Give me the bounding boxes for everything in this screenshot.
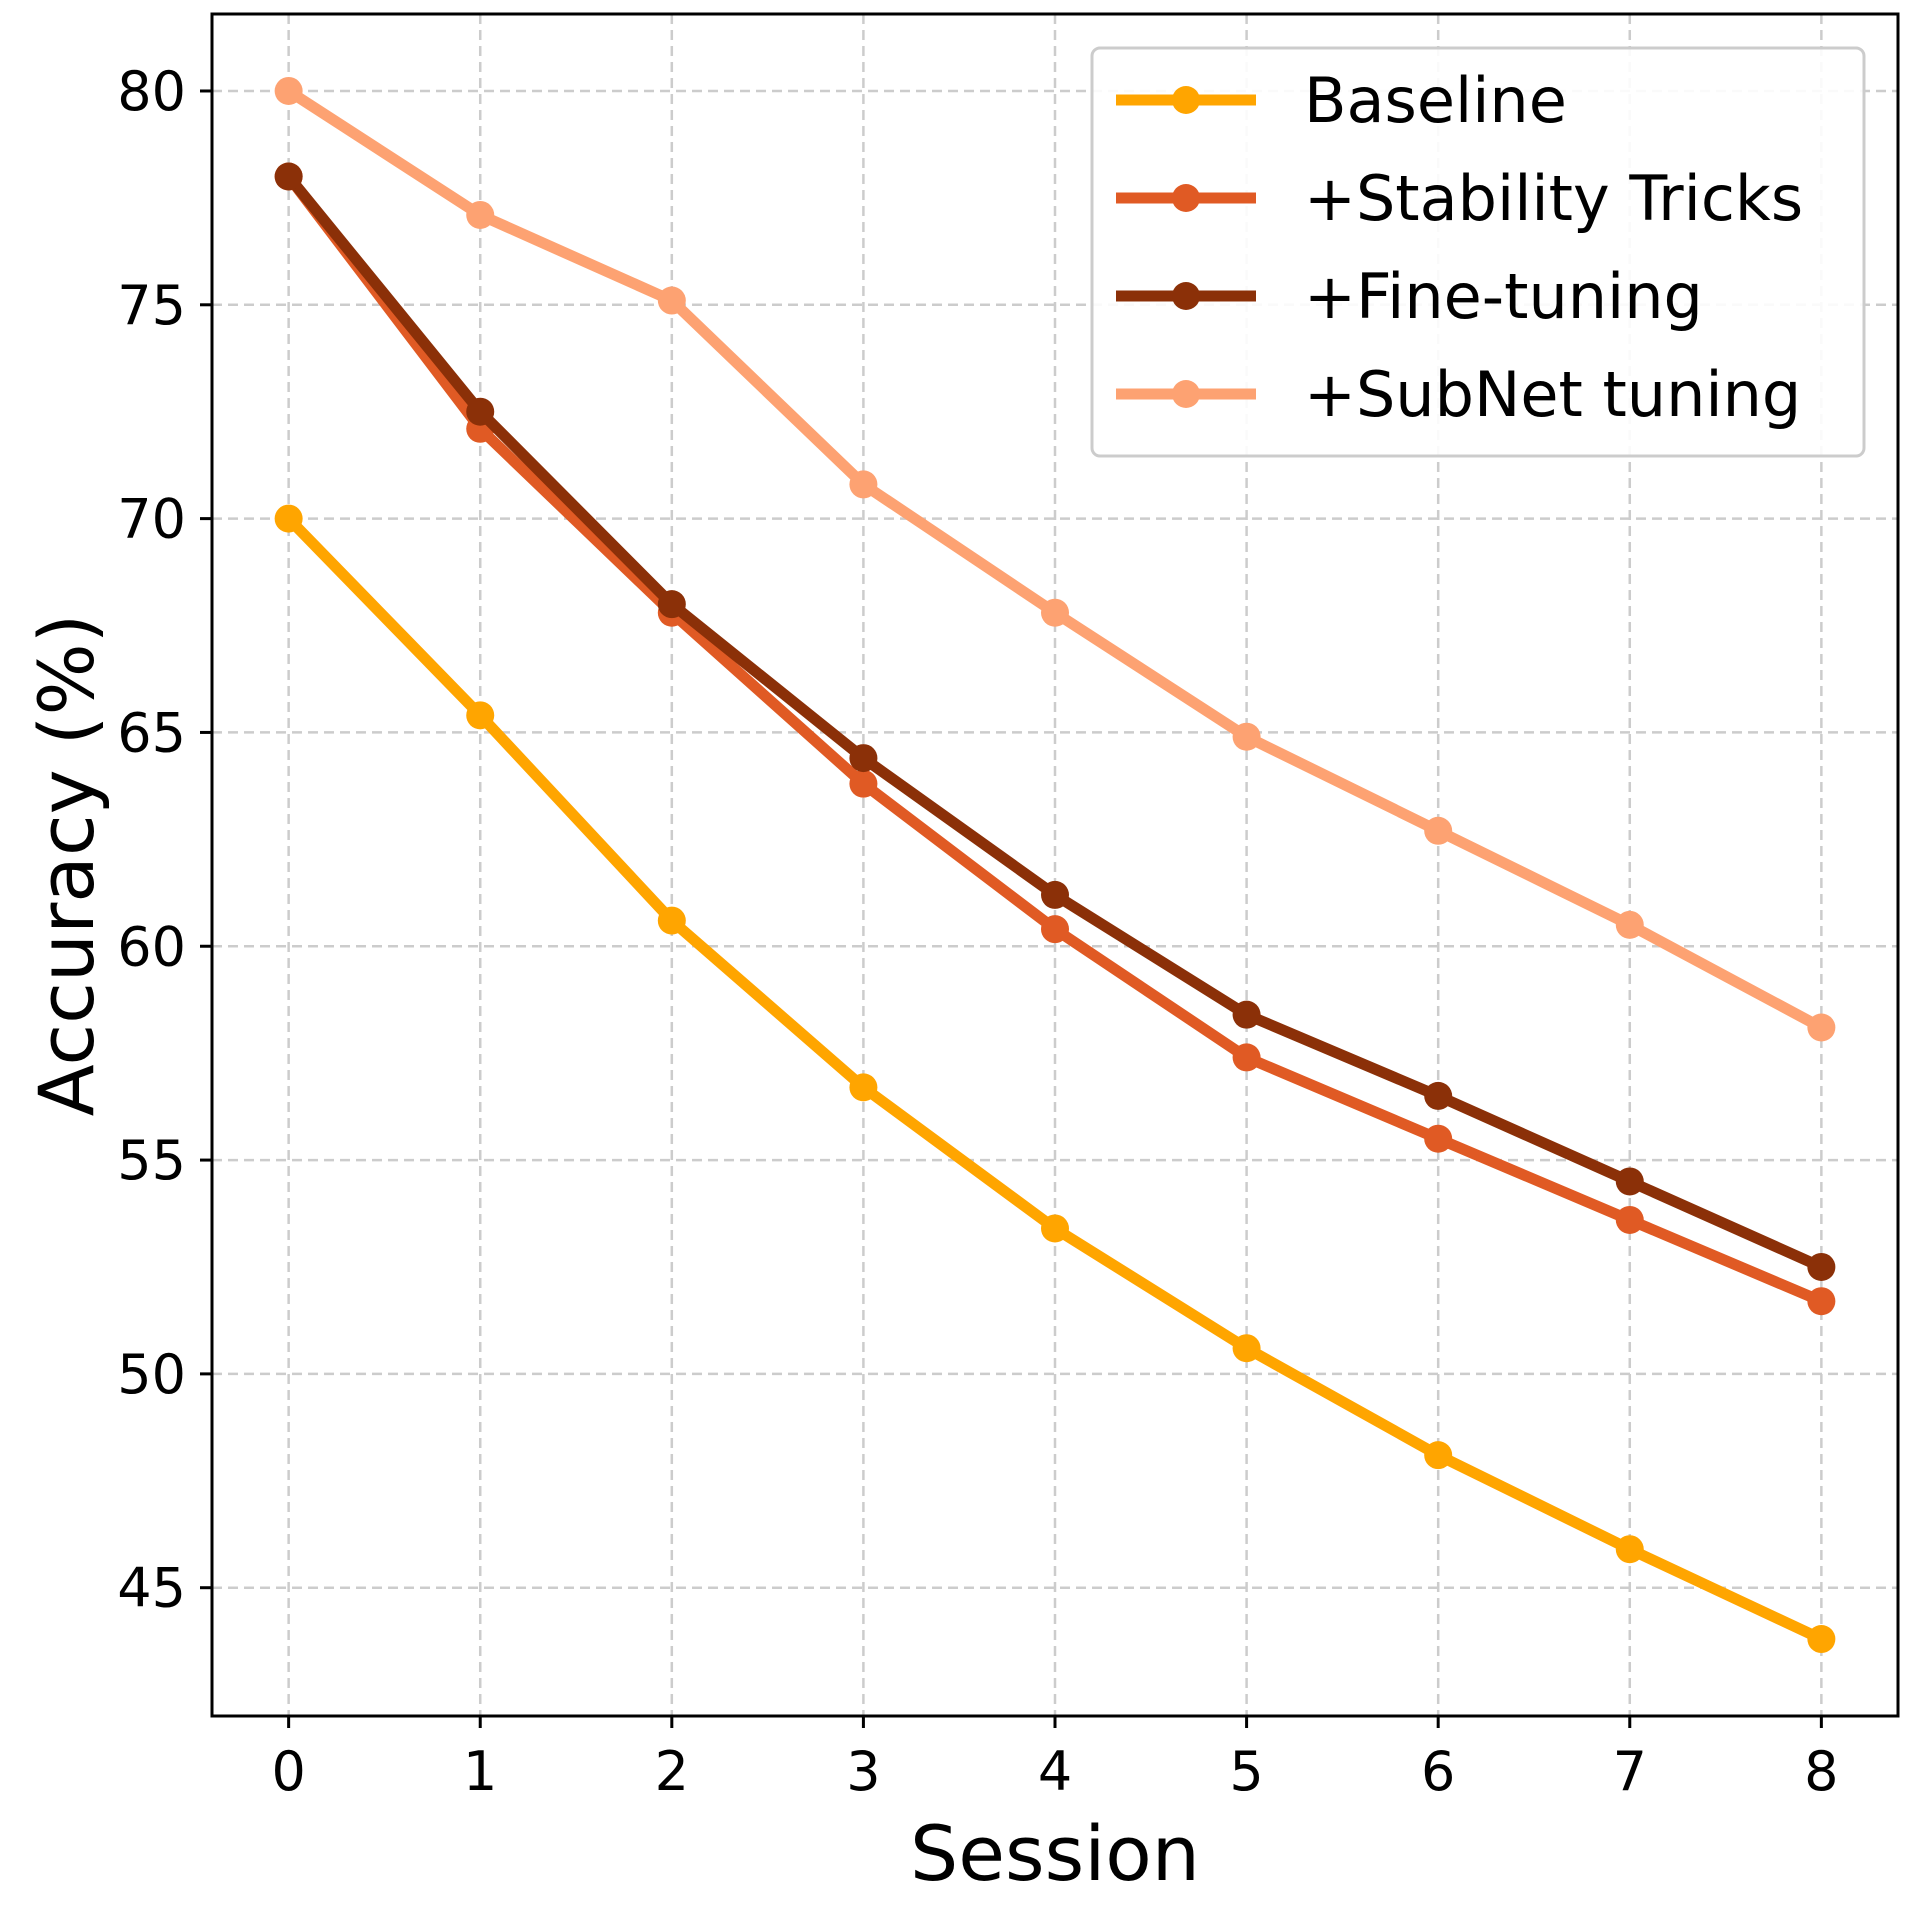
data-point: [849, 470, 878, 499]
x-tick-label: 0: [271, 1740, 305, 1803]
data-point: [274, 76, 303, 105]
data-point: [1424, 816, 1453, 845]
y-tick-label: 70: [117, 488, 186, 551]
legend-box: [1090, 46, 1866, 458]
legend-swatch-marker: [1172, 282, 1200, 310]
data-point: [274, 162, 303, 191]
data-point: [1424, 1081, 1453, 1110]
legend-label: Baseline: [1304, 64, 1567, 137]
data-point: [1232, 722, 1261, 751]
y-tick-label: 45: [117, 1557, 186, 1620]
data-point: [1807, 1625, 1836, 1654]
data-point: [1232, 1000, 1261, 1029]
data-point: [657, 286, 686, 315]
data-point: [849, 769, 878, 798]
data-point: [1615, 1535, 1644, 1564]
data-point: [1615, 910, 1644, 939]
data-point: [849, 1073, 878, 1102]
legend: Baseline +Stability Tricks +Fine-tuning +Su…: [1090, 46, 1866, 458]
data-point: [466, 200, 495, 229]
data-point: [1615, 1167, 1644, 1196]
data-point: [1807, 1013, 1836, 1042]
y-tick-label: 60: [117, 915, 186, 978]
data-point: [1807, 1287, 1836, 1316]
data-point: [849, 744, 878, 773]
data-point: [466, 701, 495, 730]
x-tick-label: 2: [655, 1740, 689, 1803]
x-tick-label: 3: [846, 1740, 880, 1803]
data-point: [1041, 1214, 1069, 1243]
data-point: [1041, 880, 1069, 909]
series-fine-tuning: [274, 162, 1836, 1281]
series-group: [274, 76, 1836, 1654]
data-point: [1424, 1124, 1453, 1153]
x-tick-label: 6: [1421, 1740, 1455, 1803]
data-point: [274, 504, 303, 533]
series-subnet-tuning: [274, 76, 1836, 1042]
x-tick-label: 7: [1613, 1740, 1647, 1803]
legend-swatch-marker: [1172, 86, 1200, 114]
x-tick-label: 5: [1229, 1740, 1263, 1803]
grid: [212, 14, 1898, 1716]
legend-label: +Fine-tuning: [1304, 260, 1703, 333]
data-point: [466, 397, 495, 426]
y-tick-label: 80: [117, 60, 186, 123]
data-point: [1041, 915, 1069, 944]
y-axis-label: Accuracy (%): [22, 614, 111, 1117]
data-point: [1232, 1043, 1261, 1072]
data-point: [1232, 1334, 1261, 1363]
y-tick-label: 75: [117, 274, 186, 337]
data-point: [657, 906, 686, 935]
data-point: [1807, 1252, 1836, 1281]
legend-swatch-marker: [1172, 380, 1200, 408]
data-point: [1041, 598, 1069, 627]
data-point: [1615, 1205, 1644, 1234]
y-tick-label: 50: [117, 1343, 186, 1406]
x-tick-label: 8: [1804, 1740, 1838, 1803]
data-point: [657, 590, 686, 619]
legend-label: +SubNet tuning: [1304, 358, 1801, 431]
y-tick-label: 65: [117, 701, 186, 764]
x-tick-label: 1: [463, 1740, 497, 1803]
series-baseline: [274, 504, 1836, 1654]
y-tick-label: 55: [117, 1129, 186, 1192]
x-tick-label: 4: [1038, 1740, 1072, 1803]
data-point: [1424, 1441, 1453, 1470]
x-axis-label: Session: [910, 1809, 1200, 1898]
legend-label: +Stability Tricks: [1304, 162, 1803, 235]
legend-swatch-marker: [1172, 184, 1200, 212]
